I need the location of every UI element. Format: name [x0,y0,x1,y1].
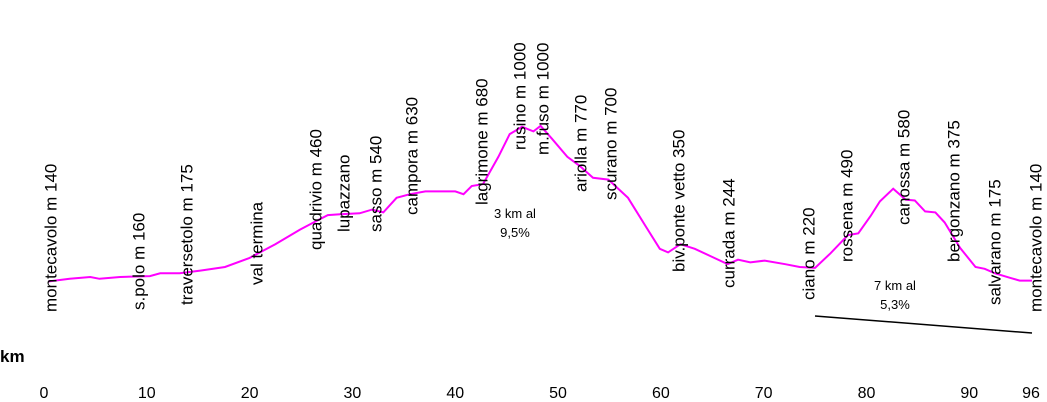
x-tick-label: 60 [652,385,670,402]
place-label: ariolla m 770 [571,95,590,192]
place-label: s.polo m 160 [129,213,148,310]
x-tick-label: 20 [241,385,259,402]
place-label: traversetolo m 175 [177,164,196,305]
place-label: m.fuso m 1000 [533,43,552,155]
place-label: scurano m 700 [601,88,620,200]
place-label: lagrimone m 680 [472,78,491,205]
elevation-line [47,124,1032,283]
place-label: rossena m 490 [837,150,856,262]
place-label: rusino m 1000 [510,42,529,150]
gradient-note: 7 km al [874,278,916,293]
x-tick-label: 80 [858,385,876,402]
place-label: montecavolo m 140 [1026,164,1045,312]
x-tick-label: 90 [960,385,978,402]
place-label: lupazzano [334,154,353,232]
place-label: bergonzano m 375 [944,120,963,262]
place-label: sasso m 540 [366,136,385,232]
x-axis-label: km [0,347,25,366]
place-label: montecavolo m 140 [41,164,60,312]
place-label: campora m 630 [402,97,421,215]
x-tick-label: 30 [344,385,362,402]
place-label: quadrivio m 460 [306,129,325,250]
gradient-note: 5,3% [880,297,910,312]
place-label: val termina [247,201,266,285]
slope-line [814,315,1033,334]
place-label: ciano m 220 [799,207,818,300]
place-label: currada m 244 [719,178,738,288]
place-label: salvarano m 175 [985,179,1004,305]
x-tick-label: 40 [446,385,464,402]
x-tick-label: 10 [138,385,156,402]
place-label: biv.ponte vetto 350 [669,130,688,272]
place-label: canossa m 580 [894,110,913,225]
x-tick-label: 0 [40,385,49,402]
x-tick-label: 70 [755,385,773,402]
gradient-note: 3 km al [494,206,536,221]
x-tick-label: 96 [1022,385,1040,402]
gradient-note: 9,5% [500,225,530,240]
x-tick-label: 50 [549,385,567,402]
